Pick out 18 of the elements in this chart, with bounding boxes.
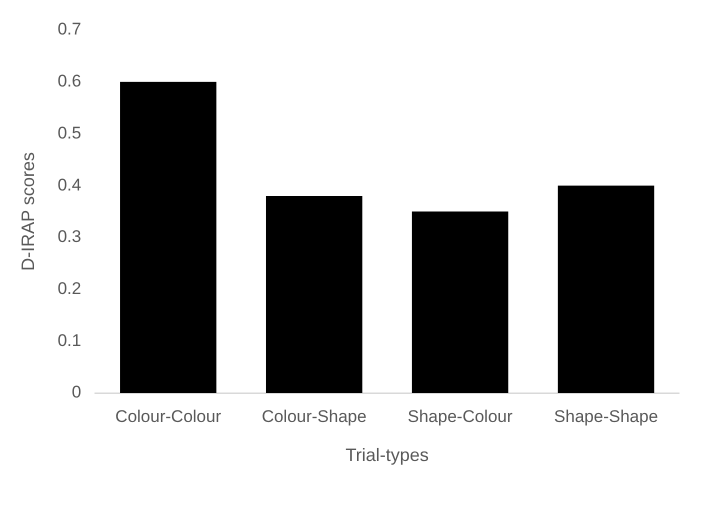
y-tick-label: 0.2 — [58, 278, 82, 298]
bar — [120, 82, 216, 393]
y-tick-label: 0.7 — [58, 20, 82, 39]
bar — [266, 196, 362, 393]
y-tick-label: 0.6 — [58, 72, 82, 91]
x-axis-title: Trial-types — [345, 445, 429, 466]
y-tick-label: 0.5 — [58, 123, 82, 142]
bar — [412, 212, 508, 393]
y-tick-label: 0 — [72, 382, 82, 402]
x-tick-label: Shape-Shape — [554, 406, 658, 426]
y-tick-label: 0.3 — [58, 227, 82, 246]
x-tick-label: Shape-Colour — [408, 406, 513, 426]
bar — [558, 186, 654, 393]
x-tick-label: Colour-Shape — [262, 406, 367, 426]
y-tick-label: 0.1 — [58, 330, 82, 350]
y-tick-label: 0.4 — [58, 175, 82, 194]
y-axis-title: D-IRAP scores — [18, 152, 38, 271]
x-tick-label: Colour-Colour — [115, 406, 222, 426]
